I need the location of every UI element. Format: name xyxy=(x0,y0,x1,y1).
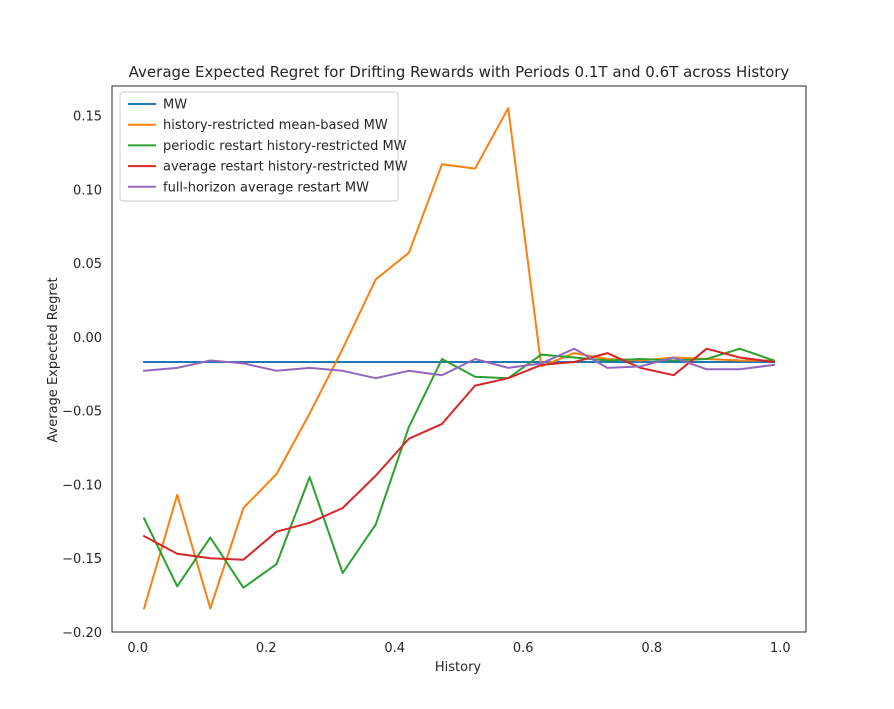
plot-area xyxy=(111,85,807,633)
x-axis: 0.0 0.2 0.4 0.6 0.8 1.0 xyxy=(127,641,790,656)
y-axis-label: Average Expected Regret xyxy=(46,277,61,442)
legend-label: periodic restart history-restricted MW xyxy=(163,139,407,154)
x-tick-label: 0.6 xyxy=(513,641,534,656)
y-tick-label: −0.15 xyxy=(62,552,102,567)
y-tick-label: −0.20 xyxy=(62,626,102,641)
x-tick-label: 0.8 xyxy=(641,641,662,656)
legend-label: MW xyxy=(163,98,187,113)
y-tick-label: −0.10 xyxy=(62,478,102,493)
x-tick-label: 0.2 xyxy=(256,641,277,656)
x-tick-label: 0.0 xyxy=(127,641,148,656)
y-axis: 0.15 0.10 0.05 0.00 −0.05 −0.10 −0.15 −0.20 xyxy=(62,110,102,641)
legend-box xyxy=(119,91,399,202)
series-line-4 xyxy=(143,347,776,380)
legend-label: history-restricted mean-based MW xyxy=(163,118,388,133)
y-tick-label: −0.05 xyxy=(62,405,102,420)
legend-label: average restart history-restricted MW xyxy=(163,160,408,175)
chart-title: Average Expected Regret for Drifting Rew… xyxy=(129,63,790,81)
y-tick-label: 0.05 xyxy=(73,257,102,272)
series-line-3 xyxy=(142,347,776,561)
x-axis-label: History xyxy=(435,660,482,675)
legend-label: full-horizon average restart MW xyxy=(163,180,369,195)
y-tick-label: 0.00 xyxy=(73,331,102,346)
legend: MW history-restricted mean-based MW period… xyxy=(119,91,408,202)
series-line-2 xyxy=(142,347,776,589)
x-tick-label: 0.4 xyxy=(384,641,405,656)
x-tick-label: 1.0 xyxy=(770,641,791,656)
y-tick-label: 0.10 xyxy=(73,183,102,198)
y-tick-label: 0.15 xyxy=(73,110,102,125)
plot-frame xyxy=(111,85,807,633)
